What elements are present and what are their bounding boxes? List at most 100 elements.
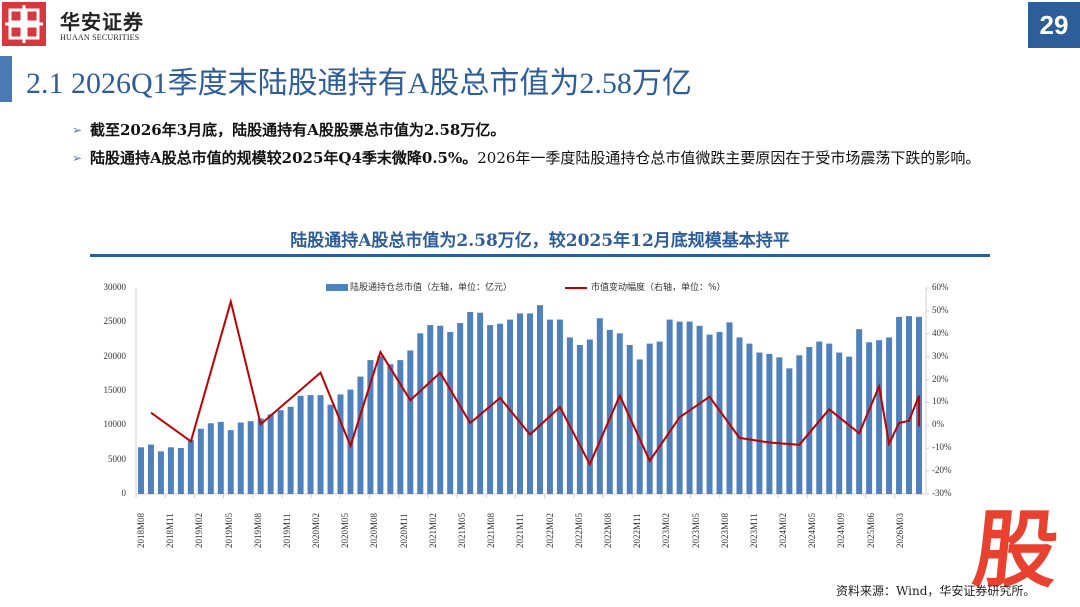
bar	[756, 352, 763, 494]
bar	[716, 331, 723, 494]
bar	[776, 357, 783, 494]
bar	[427, 325, 434, 494]
bar	[367, 360, 374, 494]
x-tick: 2024M02	[778, 512, 789, 548]
bar	[267, 414, 274, 494]
bar	[876, 340, 883, 494]
bullet-bold-text: 截至2026年3月底，陆股通持有A股股票总市值为2.58万亿。	[90, 121, 506, 139]
bar	[686, 321, 693, 494]
bar	[437, 325, 444, 494]
slide-title: 2.1 2026Q1季度末陆股通持有A股总市值为2.58万亿	[26, 67, 692, 100]
x-tick: 2024M09	[836, 512, 847, 548]
arrow-right-icon: ➢	[72, 123, 83, 137]
brand-name-en: HUAAN SECURITIES	[60, 33, 140, 42]
change-line	[150, 297, 920, 467]
bar	[187, 439, 194, 494]
bar	[826, 343, 833, 494]
bar	[307, 395, 314, 494]
title-accent-bar	[0, 56, 12, 102]
x-tick: 2020M02	[311, 512, 322, 548]
y-left-tick: 30000	[103, 282, 127, 292]
bar	[487, 325, 494, 494]
x-tick: 2019M05	[223, 512, 234, 548]
bar	[347, 389, 354, 494]
brand-name-cn: 华安证券	[60, 10, 144, 34]
y-left-tick: 20000	[103, 350, 127, 361]
bar	[517, 313, 524, 494]
bar	[736, 337, 743, 494]
bar	[606, 329, 613, 494]
y-right-tick: -10%	[932, 442, 952, 453]
bar	[636, 359, 643, 494]
x-tick: 2020M05	[340, 512, 351, 548]
bar	[177, 447, 184, 494]
bar	[576, 344, 583, 494]
bullet-item: ➢ 截至2026年3月底，陆股通持有A股股票总市值为2.58万亿。	[72, 116, 992, 144]
bullet-bold-text: 陆股通持A股总市值的规模较2025年Q4季末微降0.5%。	[90, 149, 478, 167]
x-tick: 2024M05	[807, 512, 818, 548]
bar	[746, 343, 753, 494]
x-tick: 2019M02	[194, 512, 205, 548]
y-right-tick: 60%	[932, 282, 949, 292]
x-tick: 2021M02	[427, 512, 438, 548]
x-tick: 2018M11	[165, 513, 176, 548]
bullet-list: ➢ 截至2026年3月底，陆股通持有A股股票总市值为2.58万亿。 ➢ 陆股通持…	[72, 116, 992, 172]
huaan-logo-icon	[2, 2, 46, 46]
x-tick: 2019M08	[252, 512, 263, 548]
bar	[726, 322, 733, 494]
legend-line-swatch	[565, 286, 587, 289]
x-tick: 2022M11	[632, 513, 643, 548]
bar	[167, 447, 174, 494]
x-tick: 2021M05	[457, 512, 468, 548]
bar	[806, 347, 813, 494]
bar	[387, 364, 394, 494]
bar	[447, 331, 454, 494]
bar	[237, 422, 244, 494]
stock-watermark-icon: 股	[968, 501, 1064, 599]
y-left-tick: 0	[121, 488, 127, 498]
bar	[856, 329, 863, 494]
x-tick: 2020M11	[398, 513, 409, 548]
x-tick: 2022M05	[573, 512, 584, 548]
bar	[227, 430, 234, 494]
bar	[317, 395, 324, 494]
x-tick: 2025M06	[865, 512, 876, 548]
chart-heading-rule	[90, 254, 990, 257]
bar	[357, 376, 364, 494]
y-left-tick: 25000	[103, 316, 127, 327]
x-tick: 2026M03	[894, 512, 905, 548]
chart-heading: 陆股通持A股总市值为2.58万亿，较2025年12月底规模基本持平	[290, 231, 790, 251]
legend-line-series: 市值变动幅度（右轴，单位：%）	[565, 280, 726, 293]
bar	[507, 319, 514, 494]
bar	[696, 325, 703, 494]
bar	[207, 423, 214, 494]
bar	[407, 350, 414, 494]
x-tick: 2019M11	[281, 513, 292, 548]
y-right-tick: 20%	[932, 373, 949, 384]
x-tick: 2021M08	[486, 512, 497, 548]
bar	[616, 333, 623, 494]
bar	[646, 343, 653, 494]
y-left-tick: 5000	[108, 453, 126, 464]
bar	[536, 305, 543, 494]
legend-bar-series: 陆股通持仓总市值（左轴，单位：亿元）	[326, 280, 512, 293]
bar	[596, 318, 603, 494]
source-note: 资料来源：Wind，华安证券研究所。	[836, 584, 1036, 598]
x-tick: 2020M08	[369, 512, 380, 548]
bar	[157, 451, 164, 494]
bar	[816, 341, 823, 494]
x-tick: 2022M02	[544, 512, 555, 548]
bar	[896, 316, 903, 494]
bullet-normal-text: 2026年一季度陆股通持仓总市值微跌主要原因在于受市场震荡下跌的影响。	[477, 149, 981, 167]
bullet-item: ➢ 陆股通持A股总市值的规模较2025年Q4季末微降0.5%。2026年一季度陆…	[72, 144, 992, 172]
bar	[477, 312, 484, 494]
bar	[886, 337, 893, 494]
bar	[137, 447, 144, 494]
bar	[247, 421, 254, 494]
bar	[906, 316, 913, 494]
bar	[197, 428, 204, 494]
bar	[676, 321, 683, 494]
y-right-tick: 0%	[932, 419, 944, 430]
bar	[217, 421, 224, 494]
